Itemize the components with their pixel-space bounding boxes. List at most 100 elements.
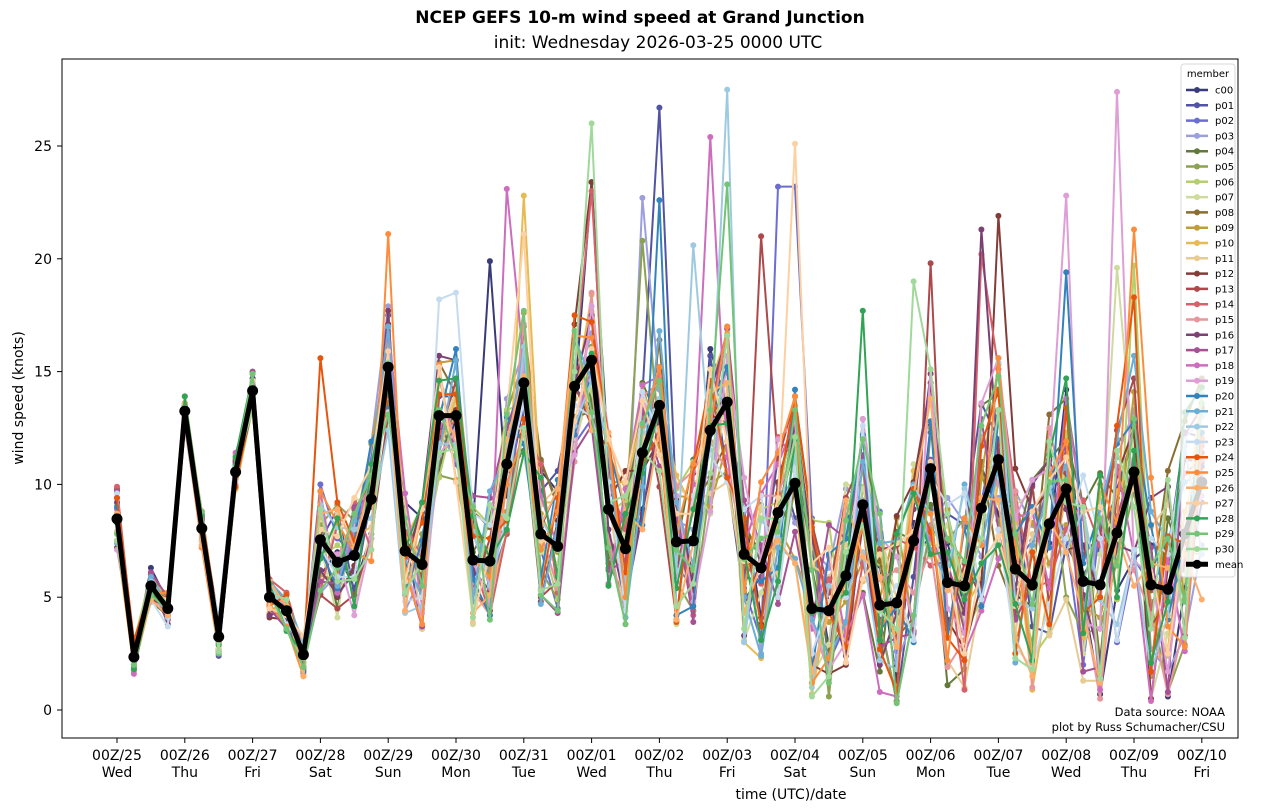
data-point-p27	[639, 397, 646, 404]
x-tick-day-label: Fri	[719, 765, 736, 781]
legend-item-p08: p08	[1186, 208, 1234, 219]
legend-item-p03: p03	[1186, 131, 1234, 142]
x-tick-day-label: Wed	[576, 765, 607, 781]
x-tick-label: 00Z/01	[567, 748, 617, 764]
chart-title: NCEP GEFS 10-m wind speed at Grand Junct…	[415, 8, 865, 28]
data-point-p26	[876, 573, 883, 580]
data-point-p27	[334, 533, 341, 540]
legend-marker	[1194, 408, 1200, 415]
data-point-mean	[772, 507, 784, 519]
data-point-p29	[656, 377, 663, 384]
x-tick-label: 00Z/26	[160, 748, 210, 764]
data-point-p17	[1080, 668, 1087, 675]
data-point-p28	[1012, 601, 1019, 607]
data-point-p24	[419, 519, 426, 526]
data-point-p30	[1181, 634, 1188, 641]
data-point-mean	[670, 536, 682, 548]
data-point-mean	[1077, 575, 1089, 587]
data-point-p15	[1012, 488, 1019, 495]
plot-frame	[61, 58, 1239, 739]
data-point-p29	[1029, 601, 1036, 607]
data-point-mean	[365, 493, 377, 505]
data-point-p29	[1012, 531, 1019, 537]
legend-item-p14: p14	[1186, 300, 1234, 311]
data-point-p21	[334, 582, 341, 589]
data-point-p18	[1097, 686, 1104, 693]
legend-marker	[1194, 469, 1200, 476]
data-point-p26	[724, 379, 731, 386]
data-point-p23	[114, 490, 120, 497]
data-point-p27	[842, 659, 849, 666]
data-point-p22	[961, 485, 968, 492]
legend-item-p23: p23	[1186, 437, 1234, 448]
data-point-p20	[656, 197, 663, 204]
data-point-mean	[874, 599, 886, 611]
data-point-p26	[300, 673, 307, 680]
data-point-p30	[503, 515, 510, 522]
legend-marker	[1194, 484, 1200, 491]
data-point-p26	[775, 537, 781, 544]
data-point-p23	[859, 422, 866, 429]
x-tick-day-label: Tue	[511, 765, 536, 781]
data-point-mean	[518, 377, 530, 389]
x-tick-label: 00Z/09	[1109, 748, 1159, 764]
legend-item-p17: p17	[1186, 346, 1234, 357]
data-point-p30	[690, 580, 697, 587]
data-point-p22	[351, 526, 358, 533]
data-point-p28	[995, 542, 1002, 549]
data-point-p21	[537, 601, 544, 607]
data-point-p25	[368, 558, 375, 565]
data-point-p29	[859, 436, 866, 443]
data-point-p17	[1164, 689, 1171, 695]
data-point-p01	[707, 352, 714, 359]
legend-label: p05	[1215, 162, 1234, 173]
data-point-p20	[690, 603, 697, 610]
data-point-p28	[758, 637, 765, 644]
y-tick-label: 5	[43, 590, 52, 606]
data-point-mean	[975, 502, 987, 514]
data-point-p25	[537, 546, 544, 553]
data-point-mean	[1128, 466, 1140, 478]
x-tick-day-label: Fri	[244, 765, 261, 781]
data-point-p29	[503, 411, 510, 418]
legend-marker	[1194, 438, 1200, 445]
data-point-p27	[775, 494, 781, 501]
data-point-p17	[825, 522, 832, 528]
data-point-p29	[1063, 476, 1070, 483]
legend-marker	[1194, 362, 1200, 369]
data-point-p30	[402, 589, 409, 596]
data-point-p30	[842, 549, 849, 556]
x-tick-label: 00Z/28	[295, 748, 345, 764]
data-point-mean	[620, 543, 631, 555]
data-point-p29	[995, 373, 1002, 380]
legend-marker	[1194, 285, 1200, 292]
data-point-p18	[1046, 585, 1053, 592]
data-point-p29	[469, 504, 476, 510]
data-point-p26	[334, 506, 341, 513]
legend-label: mean	[1215, 560, 1243, 571]
data-point-p14	[537, 461, 544, 468]
data-point-p13	[758, 233, 765, 240]
data-point-p16	[978, 226, 985, 233]
legend-item-p20: p20	[1186, 392, 1234, 403]
data-point-p18	[995, 555, 1002, 562]
data-point-mean	[1111, 527, 1123, 539]
x-tick-day-label: Wed	[1051, 765, 1082, 781]
data-point-p17	[690, 619, 697, 625]
data-point-p26	[1063, 549, 1070, 556]
data-point-p19	[1164, 668, 1171, 675]
data-point-p11	[1080, 677, 1087, 684]
data-point-p27	[1164, 650, 1171, 657]
legend-marker	[1194, 132, 1200, 139]
data-point-p28	[927, 551, 934, 558]
data-point-mean	[281, 605, 292, 617]
data-point-p17	[317, 578, 324, 585]
legend-label: p17	[1215, 346, 1234, 357]
data-point-p16	[266, 612, 273, 619]
data-point-p21	[842, 619, 849, 625]
data-point-p21	[1148, 508, 1154, 515]
legend-title: member	[1187, 69, 1230, 80]
data-point-mean	[247, 385, 259, 397]
data-point-p07	[910, 461, 917, 468]
